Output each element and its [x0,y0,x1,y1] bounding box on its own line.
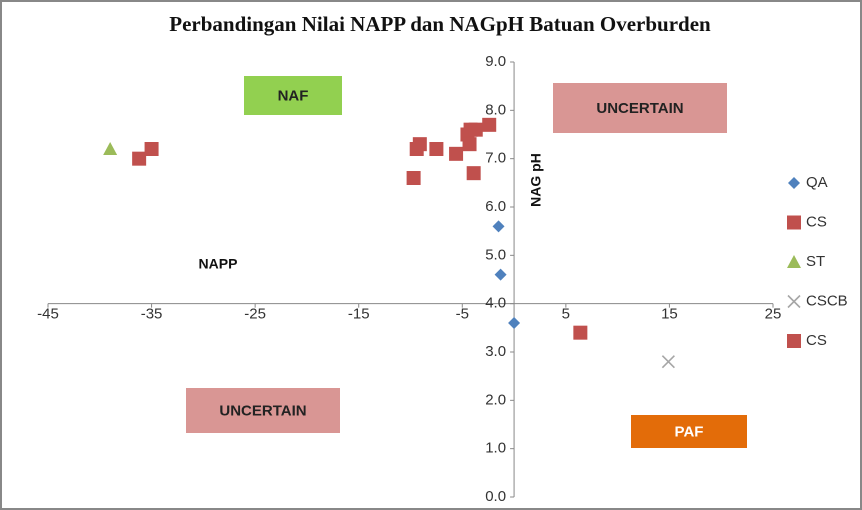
point [508,317,521,329]
legend-label: QA [806,174,828,191]
legend-label: CS [806,332,827,349]
legend-marker [787,334,801,348]
annotation-box [631,415,747,448]
point [661,355,675,369]
x-tick-label: -45 [37,306,59,323]
point [468,122,483,137]
series [661,355,675,369]
y-tick-label: 3.0 [485,343,506,360]
point [492,220,505,233]
legend-label: ST [806,253,825,270]
legend-marker [787,215,801,230]
point [466,166,481,181]
point [462,137,477,152]
series [573,325,588,340]
x-axis-title: NAPP [199,256,238,272]
legend-label: CSCB [806,292,848,309]
point [412,137,427,152]
y-tick-label: 1.0 [485,440,506,457]
x-tick-label: 15 [661,306,678,323]
point [406,171,421,185]
x-tick-label: 5 [562,306,570,323]
point [429,142,444,156]
series [492,220,521,329]
y-tick-label: 6.0 [485,198,506,215]
x-tick-label: -15 [348,306,370,323]
x-tick-label: -5 [456,306,469,323]
y-axis-title: NAG pH [528,153,544,207]
annotation-box [186,388,340,433]
y-tick-label: 7.0 [485,150,506,167]
legend-marker [787,294,801,309]
legend-marker [787,255,801,268]
x-tick-label: 25 [765,306,782,323]
annotation-box [553,83,727,133]
series [132,117,497,185]
point [103,142,118,155]
annotation-label: UNCERTAIN [596,100,683,117]
series [103,142,118,155]
y-tick-label: 8.0 [485,101,506,118]
annotation-label: PAF [675,423,704,440]
point [144,142,159,156]
x-tick-label: -35 [141,306,163,323]
legend-label: CS [806,213,827,230]
annotation-label: UNCERTAIN [219,402,306,419]
point [132,151,147,166]
x-tick-label: -25 [244,306,266,323]
annotation-label: NAF [278,87,309,104]
point [482,117,497,132]
y-tick-label: 0.0 [485,488,506,505]
point [449,146,464,161]
annotation-box [244,76,342,115]
point [494,268,507,281]
y-tick-label: 4.0 [485,295,506,312]
point [573,325,588,340]
y-tick-label: 9.0 [485,53,506,70]
y-tick-label: 2.0 [485,391,506,408]
legend-marker [788,177,800,189]
y-tick-label: 5.0 [485,246,506,263]
chart-title: Perbandingan Nilai NAPP dan NAGpH Batuan… [169,12,711,36]
